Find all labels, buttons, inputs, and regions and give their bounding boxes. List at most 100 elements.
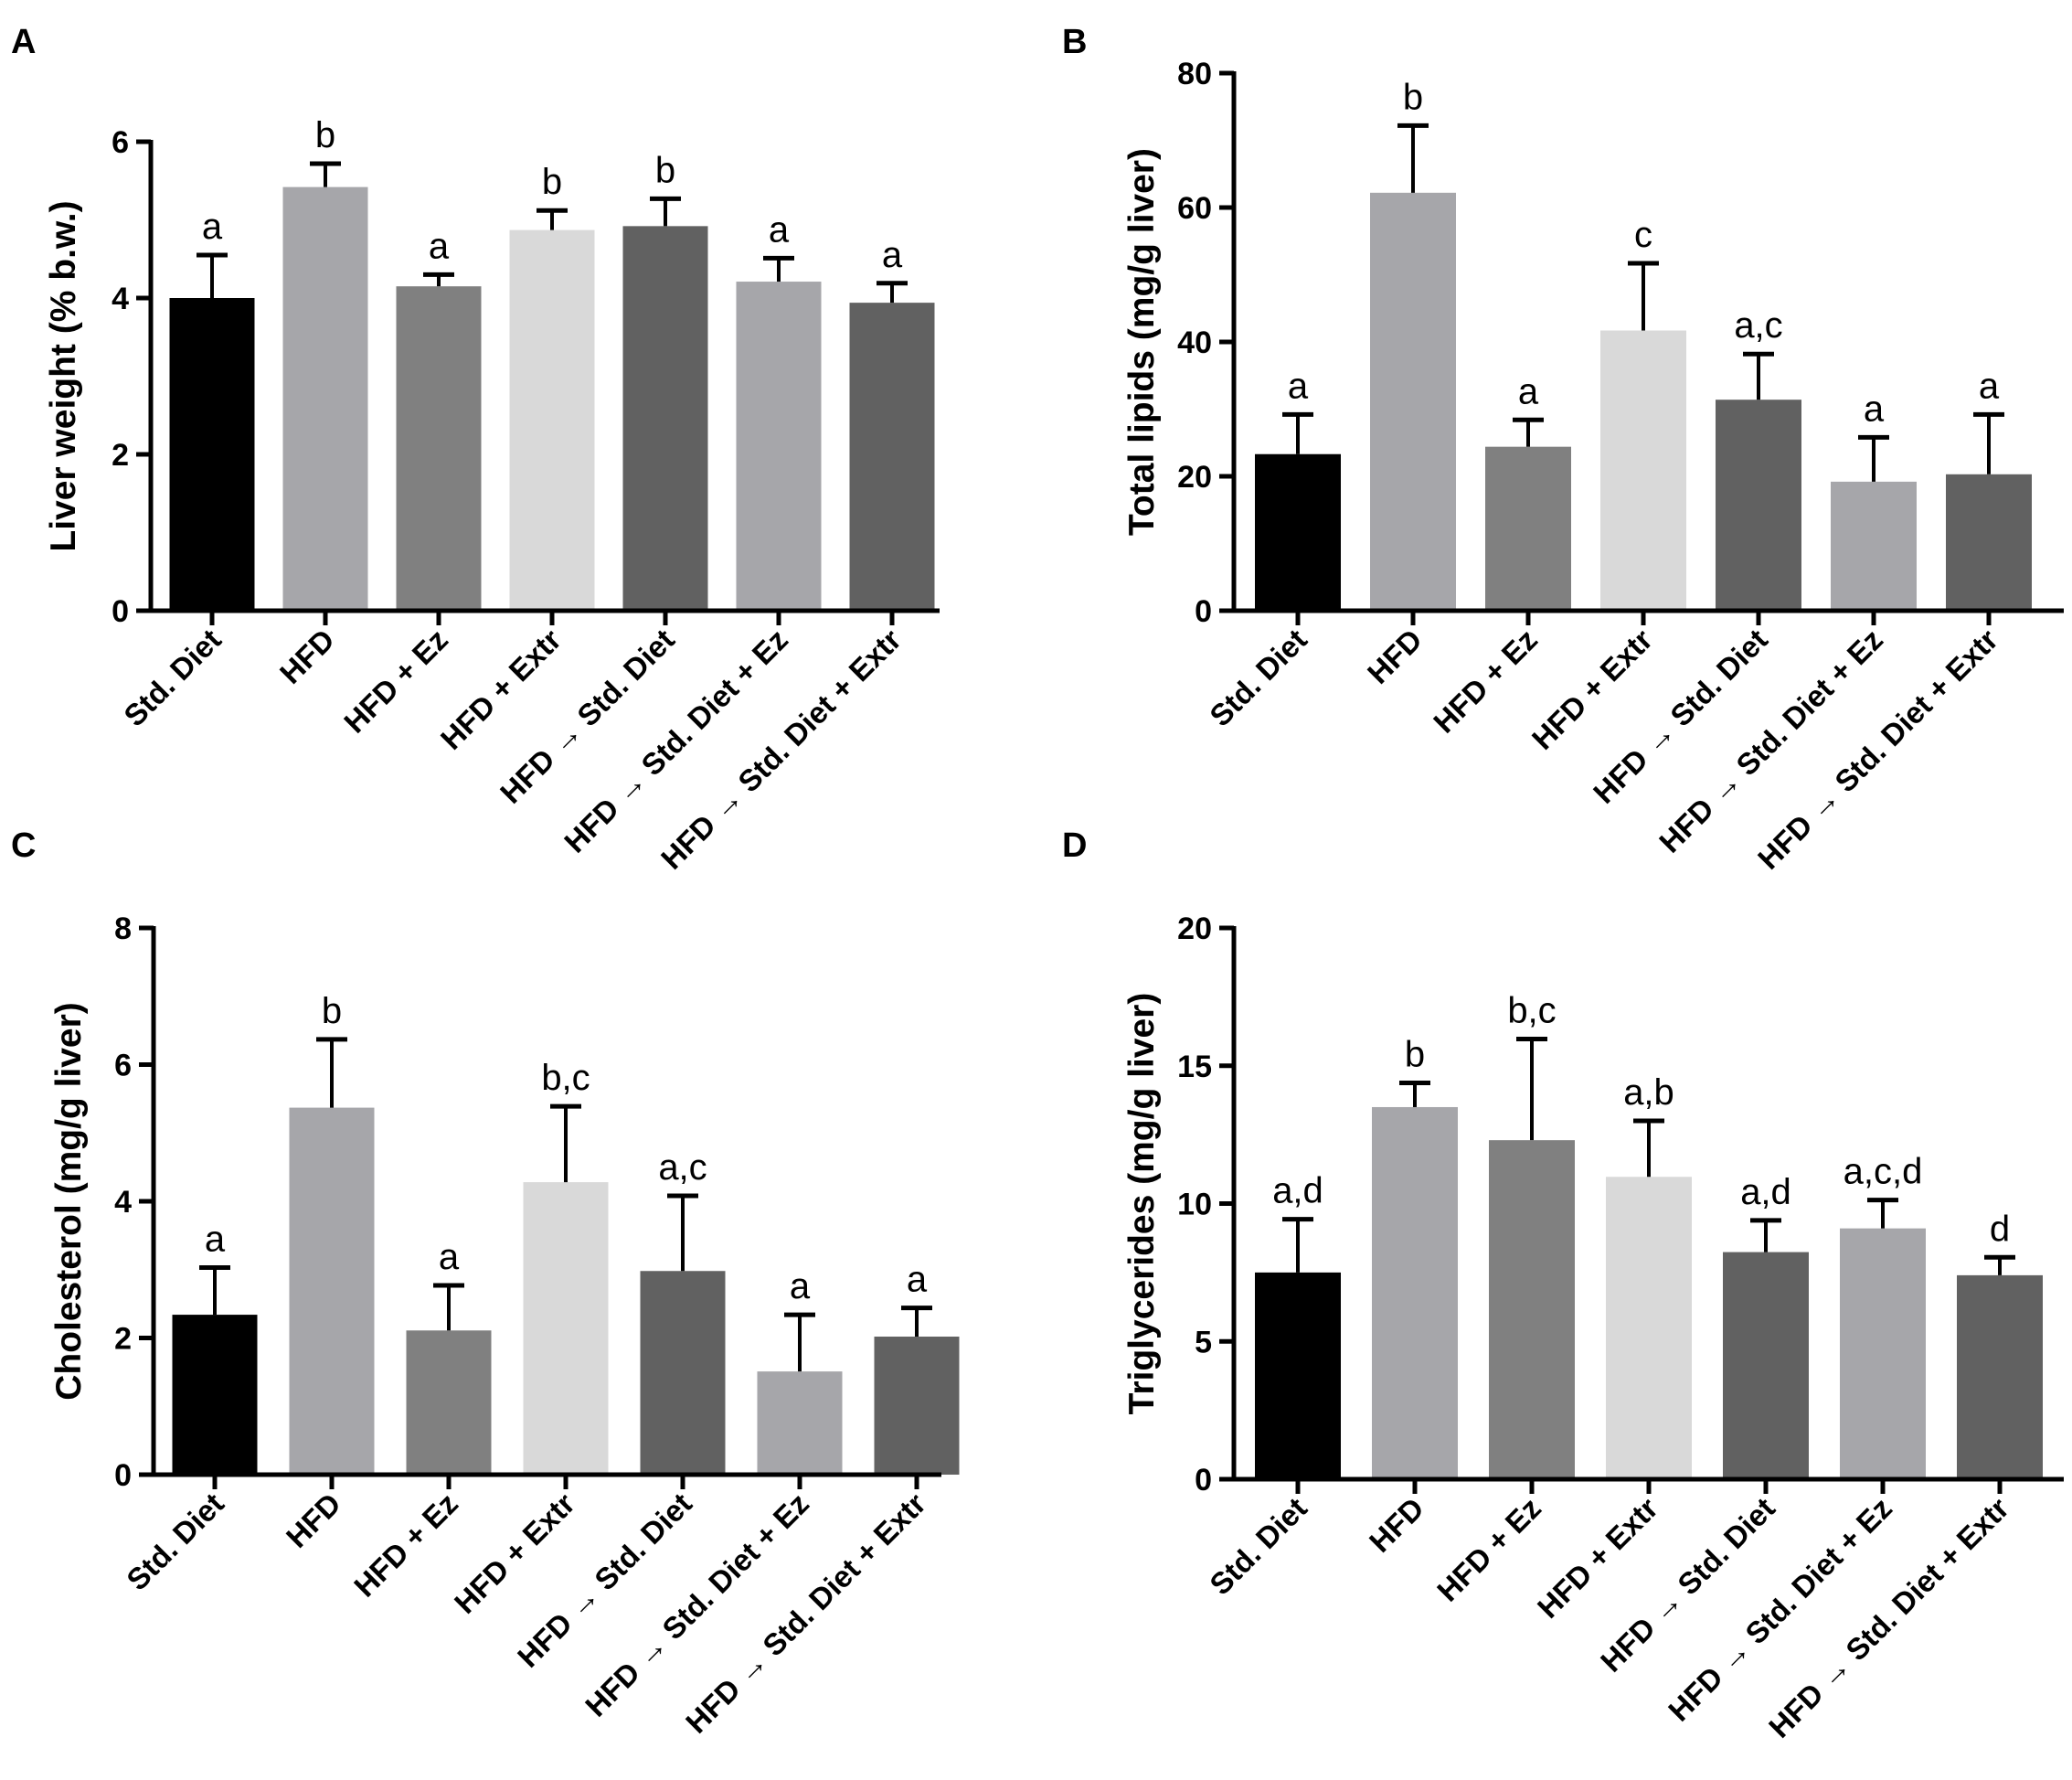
panel-letter: B: [1062, 23, 1087, 61]
bar-hfd-to-std-diet-plus-ez: [1831, 481, 1917, 611]
significance-label: b: [1405, 1034, 1425, 1074]
bar-hfd-plus-ez: [406, 1330, 492, 1475]
bar-hfd-to-std-diet: [640, 1271, 726, 1475]
x-tick-label: HFD: [1361, 623, 1429, 690]
x-tick-label: HFD + Ez: [347, 1487, 464, 1604]
bar-hfd-to-std-diet-plus-extr: [874, 1337, 960, 1475]
y-tick-label: 8: [114, 911, 132, 946]
y-tick-label: 0: [1195, 1463, 1212, 1498]
y-tick-label: 2: [112, 438, 129, 473]
bar-hfd: [282, 187, 368, 611]
chart-panel-a: A Liver weight (% b.w.) a b a b b a a 0 2 4 6 Std. Di…: [11, 23, 940, 876]
y-tick-label: 10: [1177, 1188, 1212, 1222]
y-tick-label: 20: [1177, 911, 1212, 946]
chart-panel-c: C Cholesterol (mg/g liver) a b a b,c a,c a a 0 2 4 6…: [11, 826, 960, 1740]
significance-label: b: [322, 991, 342, 1031]
y-axis-label: Triglycerides (mg/g liver): [1122, 993, 1162, 1415]
y-axis-label: Total lipids (mg/g liver): [1122, 148, 1162, 536]
x-tick-label: HFD → Std. Diet + Ez: [1662, 1491, 1898, 1728]
bar-hfd: [1372, 1106, 1458, 1479]
y-tick-label: 40: [1177, 325, 1212, 360]
significance-label: c: [1634, 215, 1652, 255]
x-tick-label: HFD: [273, 623, 341, 690]
x-tick-label: HFD: [280, 1487, 347, 1554]
bar-hfd-to-std-diet-plus-ez: [1840, 1228, 1926, 1479]
bar-hfd-to-std-diet-plus-ez: [736, 282, 822, 611]
x-tick-label: HFD → Std. Diet + Ez: [1652, 623, 1889, 859]
bar-hfd-plus-ez: [1485, 446, 1571, 611]
bar-std-diet: [169, 298, 255, 611]
significance-label: a: [1979, 366, 2000, 406]
bar-hfd-plus-extr: [1606, 1177, 1692, 1479]
bar-std-diet: [1255, 453, 1341, 611]
y-tick-label: 80: [1177, 57, 1212, 91]
significance-label: a: [907, 1260, 928, 1300]
panel-letter: A: [11, 23, 36, 61]
significance-label: a: [429, 226, 450, 266]
bar-hfd-to-std-diet-plus-extr: [1946, 474, 2032, 611]
significance-label: b: [542, 162, 562, 202]
significance-label: a: [1518, 371, 1539, 411]
significance-label: a,c: [658, 1147, 707, 1188]
bar-hfd-plus-extr: [1600, 330, 1686, 611]
y-tick-label: 0: [112, 594, 129, 629]
bar-hfd: [1370, 192, 1456, 611]
x-tick-label: HFD → Std. Diet + Ez: [558, 623, 794, 859]
significance-label: b: [315, 115, 335, 155]
significance-label: a: [202, 207, 223, 247]
significance-label: a: [882, 235, 903, 275]
bar-hfd-to-std-diet-plus-extr: [849, 303, 935, 611]
x-tick-label: HFD → Std. Diet + Extr: [679, 1487, 932, 1740]
significance-label: a,b: [1623, 1072, 1674, 1113]
x-tick-label: HFD + Ez: [1427, 623, 1544, 740]
y-axis-label: Liver weight (% b.w.): [44, 200, 83, 551]
bar-hfd-to-std-diet: [1723, 1252, 1809, 1479]
y-tick-label: 5: [1195, 1325, 1212, 1359]
y-axis-label: Cholesterol (mg/g liver): [49, 1002, 89, 1401]
significance-label: b,c: [541, 1058, 590, 1098]
y-tick-label: 0: [114, 1458, 132, 1493]
y-tick-label: 4: [114, 1185, 132, 1220]
bar-hfd-plus-extr: [509, 229, 595, 612]
panel-letter: D: [1062, 826, 1087, 865]
y-tick-label: 6: [112, 125, 129, 160]
significance-label: a: [205, 1220, 226, 1260]
x-tick-label: HFD → Std. Diet + Extr: [1762, 1491, 2015, 1744]
y-tick-label: 2: [114, 1322, 132, 1357]
significance-label: a,c: [1734, 305, 1782, 346]
significance-label: d: [1990, 1209, 2010, 1249]
x-tick-label: HFD → Std. Diet + Extr: [654, 623, 908, 876]
significance-label: b: [1403, 77, 1423, 117]
bar-hfd-to-std-diet-plus-extr: [1957, 1274, 2043, 1479]
x-tick-label: HFD → Std. Diet + Extr: [1751, 623, 2004, 876]
bar-hfd-plus-ez: [1489, 1140, 1575, 1479]
bar-hfd-to-std-diet: [1716, 400, 1801, 611]
chart-panel-d: D Triglycerides (mg/g liver) a,d b b,c a,b a,d…: [1062, 826, 2064, 1744]
bar-hfd: [289, 1107, 375, 1475]
y-tick-label: 4: [112, 282, 129, 316]
x-tick-label: HFD → Std. Diet + Ez: [579, 1487, 815, 1723]
bar-hfd-to-std-diet-plus-ez: [757, 1371, 843, 1475]
bar-std-diet: [172, 1315, 258, 1475]
significance-label: b: [655, 150, 675, 190]
y-tick-label: 20: [1177, 460, 1212, 495]
y-tick-label: 0: [1195, 594, 1212, 629]
y-tick-label: 6: [114, 1049, 132, 1083]
chart-panel-b: B Total lipids (mg/g liver) a b a c a,c a a 0 20 40…: [1062, 23, 2064, 876]
significance-label: a: [769, 209, 790, 250]
significance-label: a,c,d: [1844, 1152, 1923, 1192]
significance-label: a: [439, 1237, 460, 1277]
panel-letter: C: [11, 826, 36, 865]
x-tick-label: Std. Diet: [1203, 1491, 1313, 1602]
bar-hfd-to-std-diet: [622, 226, 708, 611]
x-tick-label: Std. Diet: [1203, 623, 1313, 733]
x-tick-label: HFD + Ez: [337, 623, 454, 740]
significance-label: b,c: [1507, 991, 1556, 1031]
x-tick-label: HFD + Ez: [1430, 1491, 1547, 1608]
significance-label: a,d: [1272, 1171, 1323, 1211]
significance-label: a: [1864, 389, 1885, 429]
significance-label: a: [790, 1266, 811, 1306]
y-tick-label: 60: [1177, 191, 1212, 226]
x-tick-label: Std. Diet: [117, 623, 228, 733]
